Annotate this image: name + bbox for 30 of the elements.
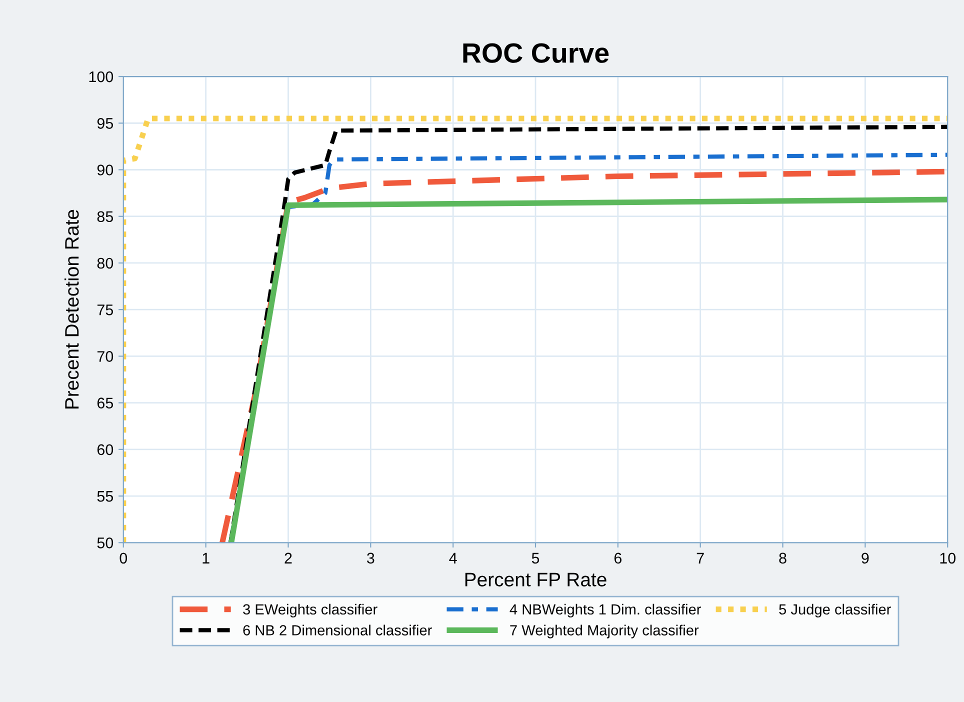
x-tick-label: 8: [779, 552, 786, 564]
x-tick-label: 7: [696, 552, 704, 564]
x-tick-label: 5: [532, 552, 540, 564]
x-tick-label: 0: [120, 552, 128, 564]
y-tick-label: 50: [97, 538, 114, 548]
legend-label: 5 Judge classifier: [779, 604, 891, 618]
chart-title: ROC Curve: [463, 43, 609, 63]
y-tick-label: 55: [97, 491, 114, 502]
y-tick-label: 95: [97, 118, 114, 129]
y-tick-label: 75: [97, 304, 114, 316]
legend-label: 3 EWeights classifier: [243, 604, 378, 618]
x-tick-label: 2: [284, 552, 292, 564]
y-tick-label: 60: [97, 444, 114, 456]
legend-label: 6 NB 2 Dimensional classifier: [243, 624, 432, 636]
x-tick-label: 10: [940, 552, 956, 564]
x-tick-label: 4: [449, 552, 457, 564]
x-axis-title: Percent FP Rate: [465, 572, 606, 586]
legend-label: 4 NBWeights 1 Dim. classifier: [510, 604, 702, 618]
y-tick-label: 70: [97, 351, 114, 362]
y-tick-label: 85: [97, 211, 114, 222]
y-axis-title: Precent Detection Rate: [64, 210, 79, 408]
y-tick-label: 100: [89, 71, 114, 82]
legend-label: 7 Weighted Majority classifier: [510, 624, 699, 638]
y-tick-label: 90: [97, 164, 114, 176]
y-tick-label: 80: [97, 258, 114, 269]
x-tick-label: 1: [202, 552, 210, 564]
y-tick-label: 65: [97, 398, 114, 408]
x-tick-label: 9: [862, 552, 869, 564]
x-tick-label: 3: [366, 552, 374, 564]
x-tick-label: 6: [614, 552, 622, 564]
